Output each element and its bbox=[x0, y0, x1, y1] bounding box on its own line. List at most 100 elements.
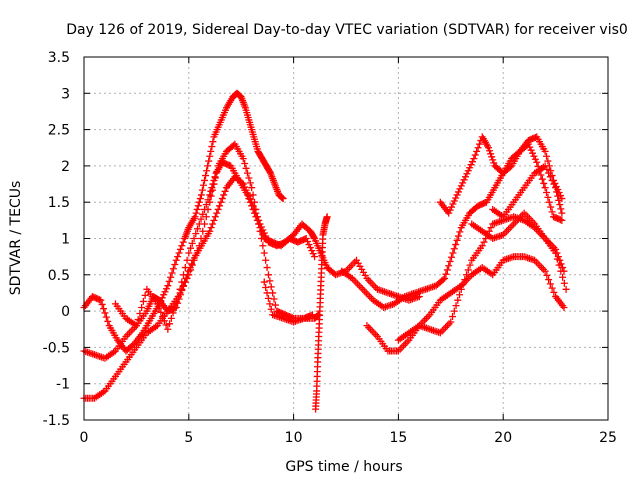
data-point bbox=[239, 155, 247, 163]
y-tick-label: -1.5 bbox=[43, 413, 70, 429]
data-point bbox=[306, 244, 314, 252]
y-tick-label: -0.5 bbox=[43, 340, 70, 356]
data-point bbox=[160, 317, 168, 325]
data-point bbox=[554, 192, 562, 200]
data-point bbox=[415, 293, 423, 301]
data-point bbox=[560, 279, 568, 287]
data-point bbox=[187, 266, 195, 274]
data-point bbox=[541, 147, 549, 155]
series-track-9 bbox=[394, 253, 568, 344]
data-point bbox=[196, 195, 204, 203]
data-point bbox=[255, 220, 263, 228]
data-point bbox=[179, 238, 187, 246]
grid bbox=[84, 57, 608, 420]
data-point bbox=[256, 224, 264, 232]
data-point bbox=[214, 205, 222, 213]
data-point bbox=[167, 314, 175, 322]
data-point bbox=[210, 176, 218, 184]
data-point bbox=[474, 144, 482, 152]
data-point bbox=[558, 209, 566, 217]
data-point bbox=[250, 209, 258, 217]
data-point bbox=[246, 198, 254, 206]
data-point bbox=[555, 196, 563, 204]
data-point bbox=[446, 206, 454, 214]
data-point bbox=[305, 241, 313, 249]
data-point bbox=[540, 179, 548, 187]
data-point bbox=[452, 241, 460, 249]
data-point bbox=[548, 284, 556, 292]
data-point bbox=[98, 300, 106, 308]
data-point bbox=[447, 203, 455, 211]
data-point bbox=[206, 191, 214, 199]
data-point bbox=[529, 149, 537, 157]
data-point bbox=[204, 196, 212, 204]
data-point bbox=[194, 225, 202, 233]
data-point bbox=[171, 261, 179, 269]
data-point bbox=[192, 251, 200, 259]
data-point bbox=[188, 261, 196, 269]
data-point bbox=[218, 195, 226, 203]
y-tick-label: 1.5 bbox=[48, 195, 70, 211]
data-point bbox=[560, 303, 568, 311]
x-tick-label: 5 bbox=[184, 430, 193, 446]
data-point bbox=[183, 274, 191, 282]
data-point bbox=[242, 164, 250, 172]
data-point bbox=[442, 270, 450, 278]
data-point bbox=[162, 285, 170, 293]
data-point bbox=[141, 291, 149, 299]
data-point bbox=[543, 166, 551, 174]
data-point bbox=[257, 227, 265, 235]
data-point bbox=[208, 143, 216, 151]
data-point bbox=[466, 164, 474, 172]
data-point bbox=[486, 147, 494, 155]
data-point bbox=[197, 191, 205, 199]
data-point bbox=[199, 181, 207, 189]
data-marks bbox=[80, 89, 570, 413]
data-point bbox=[323, 213, 331, 221]
data-point bbox=[452, 302, 460, 310]
data-point bbox=[139, 297, 147, 305]
data-point bbox=[138, 303, 146, 311]
data-point bbox=[445, 262, 453, 270]
data-point bbox=[246, 179, 254, 187]
series-track-12 bbox=[489, 162, 566, 221]
data-point bbox=[541, 184, 549, 192]
y-tick-label: -1 bbox=[56, 377, 70, 393]
data-point bbox=[450, 245, 458, 253]
data-point bbox=[487, 150, 495, 158]
series-track-6 bbox=[312, 213, 331, 413]
data-point bbox=[302, 235, 310, 242]
data-point bbox=[195, 242, 203, 250]
data-point bbox=[185, 249, 193, 257]
data-point bbox=[136, 310, 144, 318]
data-point bbox=[204, 162, 212, 170]
data-point bbox=[543, 271, 551, 279]
data-point bbox=[526, 143, 534, 151]
x-tick-label: 0 bbox=[80, 430, 89, 446]
data-point bbox=[466, 261, 474, 269]
data-point bbox=[308, 247, 316, 255]
data-point bbox=[558, 216, 566, 224]
data-point bbox=[553, 255, 561, 263]
data-point bbox=[166, 320, 174, 328]
data-point bbox=[187, 244, 195, 252]
data-point bbox=[550, 288, 558, 296]
data-point bbox=[213, 209, 221, 217]
data-point bbox=[531, 155, 539, 163]
y-tick-label: 0 bbox=[61, 304, 70, 320]
data-point bbox=[459, 179, 467, 187]
data-point bbox=[527, 146, 535, 154]
y-tick-label: 2.5 bbox=[48, 123, 70, 139]
data-point bbox=[194, 247, 202, 255]
data-point bbox=[173, 298, 181, 306]
data-point bbox=[195, 198, 203, 206]
y-tick-label: 1 bbox=[61, 232, 70, 248]
chart-title: Day 126 of 2019, Sidereal Day-to-day VTE… bbox=[66, 22, 628, 38]
data-point bbox=[191, 213, 199, 221]
data-point bbox=[544, 157, 552, 165]
data-point bbox=[271, 301, 279, 309]
data-point bbox=[487, 224, 495, 232]
data-point bbox=[446, 257, 454, 265]
data-point bbox=[193, 205, 201, 213]
